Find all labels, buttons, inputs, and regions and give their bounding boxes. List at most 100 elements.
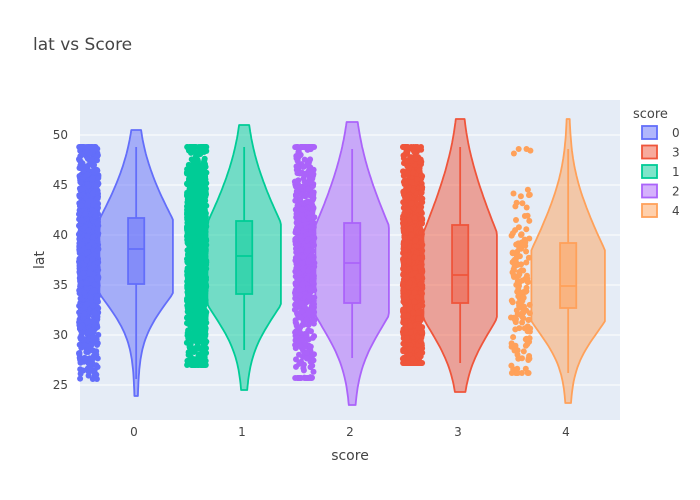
data-point xyxy=(77,359,84,366)
data-point xyxy=(297,342,304,349)
data-point xyxy=(311,351,317,358)
data-point xyxy=(183,339,190,346)
data-point xyxy=(94,203,101,210)
data-point xyxy=(184,196,191,203)
data-point xyxy=(405,258,412,265)
data-point xyxy=(305,293,312,300)
data-point xyxy=(405,165,412,172)
data-point xyxy=(80,270,87,277)
data-point xyxy=(510,190,517,197)
data-point xyxy=(79,241,85,248)
data-point xyxy=(95,298,101,305)
data-point xyxy=(296,360,303,367)
data-point xyxy=(93,376,100,382)
data-point xyxy=(416,207,423,213)
data-point xyxy=(88,327,95,334)
data-point xyxy=(520,348,527,355)
data-point xyxy=(302,191,309,198)
data-point xyxy=(414,144,421,150)
data-point xyxy=(513,217,519,223)
data-point xyxy=(525,254,532,261)
data-point xyxy=(405,185,412,192)
data-point xyxy=(292,178,299,185)
data-point xyxy=(91,208,98,215)
data-point xyxy=(89,175,96,182)
data-point xyxy=(415,315,422,322)
data-point xyxy=(89,318,96,325)
data-point xyxy=(404,144,411,150)
data-point xyxy=(88,156,95,163)
data-point xyxy=(292,317,299,324)
data-point xyxy=(402,252,409,259)
data-point xyxy=(94,157,100,164)
data-point xyxy=(91,309,98,316)
data-point xyxy=(197,254,204,261)
data-point xyxy=(401,247,408,254)
data-point xyxy=(411,254,418,261)
data-point xyxy=(417,302,423,309)
data-point xyxy=(295,253,302,259)
data-point xyxy=(198,316,205,323)
data-point xyxy=(305,322,312,329)
data-point xyxy=(407,225,414,232)
data-point xyxy=(305,236,312,243)
data-point xyxy=(192,149,199,156)
data-point xyxy=(86,269,93,276)
data-point xyxy=(400,340,407,347)
data-point xyxy=(412,237,419,244)
data-point xyxy=(411,298,418,305)
data-point xyxy=(76,192,83,199)
data-point xyxy=(400,155,407,162)
data-point xyxy=(293,188,300,195)
data-point xyxy=(197,203,204,210)
data-point xyxy=(404,360,411,366)
data-point xyxy=(196,359,203,366)
data-point xyxy=(415,273,422,280)
data-point xyxy=(301,170,308,177)
data-point xyxy=(199,324,206,331)
data-point xyxy=(301,156,308,163)
data-point xyxy=(76,275,83,281)
data-point xyxy=(307,364,314,371)
data-point xyxy=(296,270,303,277)
data-point xyxy=(519,200,526,207)
data-point xyxy=(201,157,208,164)
data-point xyxy=(199,219,206,226)
data-point xyxy=(297,144,304,150)
data-point xyxy=(83,280,90,286)
data-point xyxy=(78,202,85,209)
data-point xyxy=(523,204,530,211)
data-point xyxy=(401,241,408,248)
data-point xyxy=(407,322,414,329)
series-2 xyxy=(291,121,390,406)
data-point xyxy=(201,189,208,195)
data-point xyxy=(84,318,91,325)
data-point xyxy=(517,193,524,200)
data-point xyxy=(411,214,418,221)
data-point xyxy=(187,164,194,170)
data-point xyxy=(198,167,205,174)
data-point xyxy=(296,152,303,159)
data-point xyxy=(78,217,85,224)
data-point xyxy=(188,201,195,208)
data-point xyxy=(419,184,426,191)
data-point xyxy=(408,200,415,207)
data-point xyxy=(294,242,301,249)
data-point xyxy=(400,287,407,294)
data-point xyxy=(193,299,200,306)
data-point xyxy=(400,168,407,175)
data-point xyxy=(89,190,96,197)
data-point xyxy=(185,238,191,245)
data-point xyxy=(200,225,207,231)
data-point xyxy=(81,310,88,317)
data-point xyxy=(201,271,208,277)
data-point xyxy=(85,227,92,234)
data-point xyxy=(76,350,83,356)
data-point xyxy=(400,312,407,319)
data-point xyxy=(302,375,309,381)
data-point xyxy=(198,345,204,352)
data-point xyxy=(198,174,205,181)
data-point xyxy=(298,308,305,315)
data-point xyxy=(308,223,315,230)
data-point xyxy=(192,238,199,244)
